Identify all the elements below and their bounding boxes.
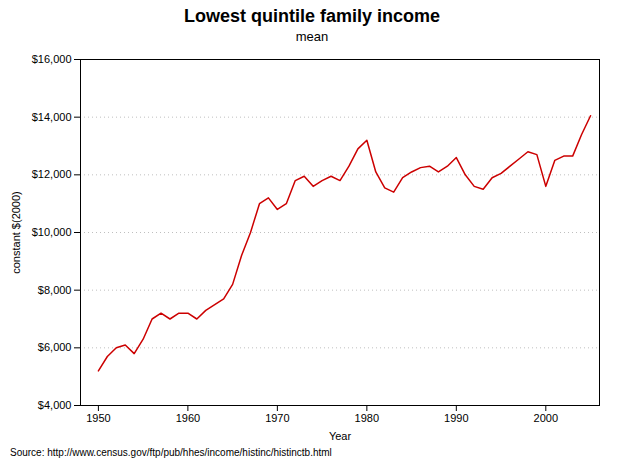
html-text:Source: http://www.census.gov/: Source: http://www.census.gov/ftp/pub/hh… xyxy=(10,447,332,458)
svg-text:1970: 1970 xyxy=(265,412,289,424)
svg-text:$8,000: $8,000 xyxy=(38,284,72,296)
svg-text:1960: 1960 xyxy=(176,412,200,424)
svg-text:1980: 1980 xyxy=(355,412,379,424)
svg-text:$14,000: $14,000 xyxy=(32,111,72,123)
svg-text:$12,000: $12,000 xyxy=(32,168,72,180)
svg-text:2000: 2000 xyxy=(534,412,558,424)
svg-text:$16,000: $16,000 xyxy=(32,53,72,65)
svg-text:$4,000: $4,000 xyxy=(38,399,72,411)
svg-text:constant $(2000): constant $(2000) xyxy=(10,191,22,274)
html-text:mean: mean xyxy=(295,29,329,44)
svg-text:1950: 1950 xyxy=(86,412,110,424)
svg-text:$6,000: $6,000 xyxy=(38,341,72,353)
svg-text:Year: Year xyxy=(329,430,352,442)
svg-text:$10,000: $10,000 xyxy=(32,226,72,238)
html-text:Lowest quintile family income: Lowest quintile family income xyxy=(184,6,440,26)
svg-text:1990: 1990 xyxy=(444,412,468,424)
